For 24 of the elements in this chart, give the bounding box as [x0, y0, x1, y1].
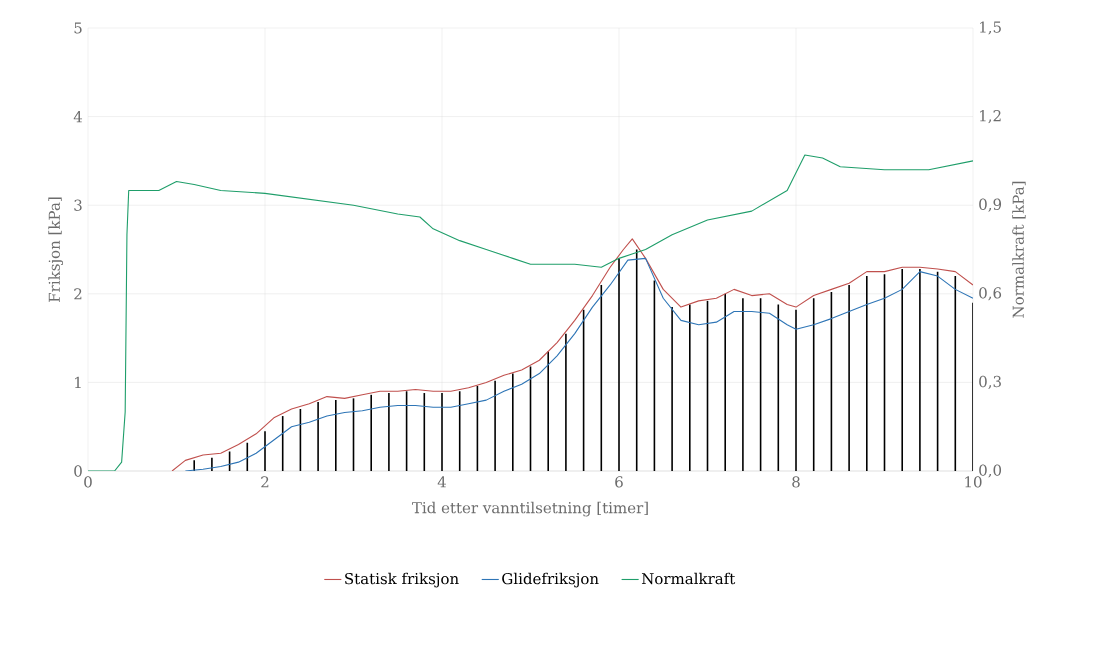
x-tick-label: 8: [792, 476, 800, 488]
y2-tick-label: 1,2: [980, 110, 1001, 124]
legend-label: Statisk friksjon: [345, 572, 459, 588]
y-tick-label: 4: [73, 111, 83, 123]
y-tick-label: 5: [74, 22, 82, 34]
y-tick-label: 3: [74, 199, 82, 211]
x-tick-label: 6: [615, 476, 623, 488]
y2-tick-label: 0,9: [979, 198, 1002, 212]
x-axis-title: Tid etter vanntilsetning [timer]: [412, 501, 648, 517]
x-tick-label: 10: [965, 476, 982, 488]
y2-tick-label: 0,6: [979, 287, 1002, 301]
x-tick-label: 4: [437, 476, 447, 488]
y-tick-label: 0: [74, 465, 82, 477]
y2-tick-label: 1,5: [980, 21, 1001, 35]
y-tick-label: 2: [74, 288, 82, 300]
y2-tick-label: 0,0: [979, 464, 1002, 478]
y2-tick-label: 0,3: [979, 375, 1001, 389]
x-tick-label: 0: [84, 476, 92, 488]
legend-label: Glidefriksjon: [502, 572, 599, 588]
y-tick-label: 1: [75, 376, 81, 388]
x-tick-label: 2: [261, 476, 269, 488]
y2-axis-title: Normalkraft [kPa]: [1012, 181, 1026, 318]
legend-label: Normalkraft: [641, 572, 736, 585]
y-axis-title: Friksjon [kPa]: [48, 197, 64, 302]
